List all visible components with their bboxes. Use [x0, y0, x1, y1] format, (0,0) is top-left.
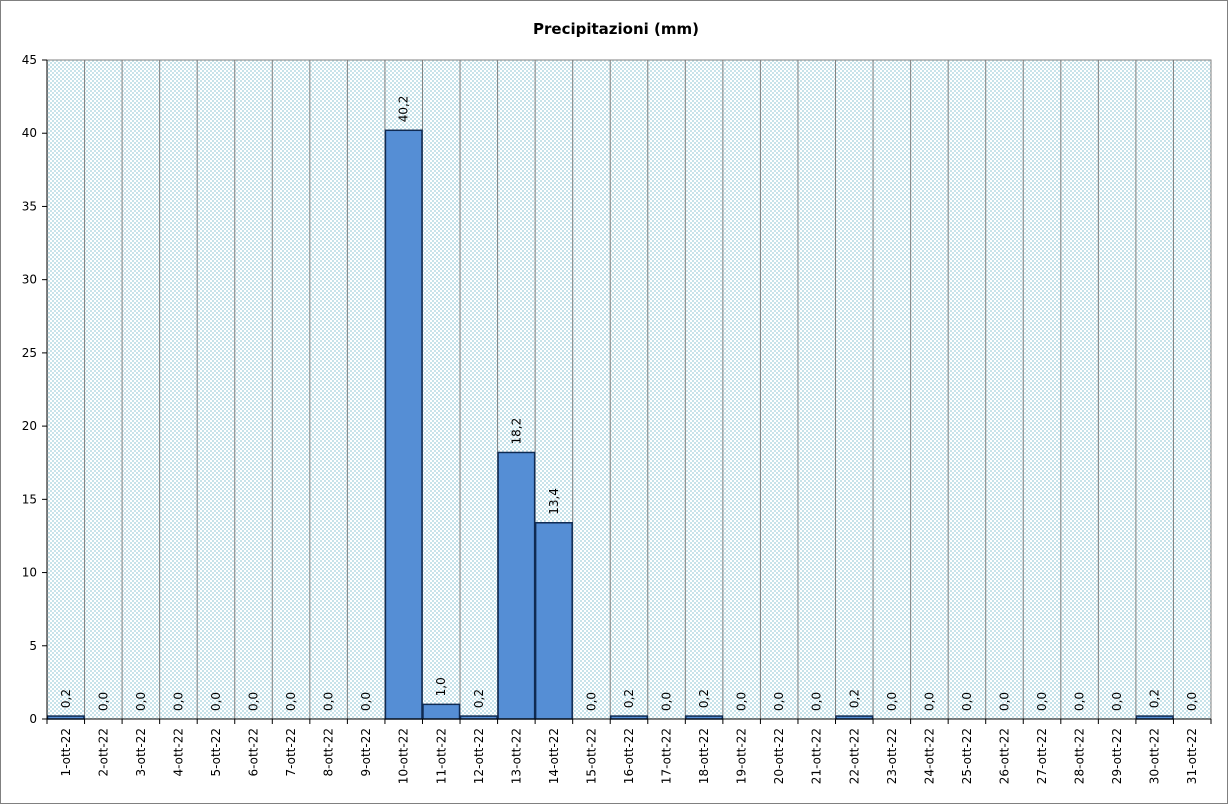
data-label: 0,0	[1035, 692, 1049, 711]
bar	[422, 703, 461, 720]
x-tick-label: 20-ott-22	[772, 728, 786, 784]
data-label: 0,0	[171, 692, 185, 711]
grid-lines	[84, 60, 1174, 719]
x-tick-label: 1-ott-22	[59, 728, 73, 777]
x-tick-label: 11-ott-22	[434, 728, 448, 784]
data-label: 0,0	[922, 692, 936, 711]
x-tick-label: 6-ott-22	[247, 728, 261, 777]
x-tick-label: 29-ott-22	[1110, 728, 1124, 784]
x-tick-label: 2-ott-22	[96, 728, 110, 777]
x-tick-label: 23-ott-22	[885, 728, 899, 784]
data-label: 0,0	[134, 692, 148, 711]
x-tick-label: 12-ott-22	[472, 728, 486, 784]
labels: 0,2 0,0 0,0 0,0 0,0 0,0 0,0 0,0 0,0 40,2 1,0 0,2 18,…	[22, 53, 1200, 784]
data-label: 0,0	[735, 692, 749, 711]
data-label: 0,2	[472, 689, 486, 708]
x-tick-label: 28-ott-22	[1073, 728, 1087, 784]
x-tick-label: 10-ott-22	[397, 728, 411, 784]
data-label: 0,2	[697, 689, 711, 708]
y-tick-label: 10	[22, 566, 37, 580]
axes	[42, 59, 1212, 724]
bar	[384, 129, 423, 720]
data-label: 18,2	[509, 418, 523, 445]
y-tick-label: 35	[22, 199, 37, 213]
chart-title: Precipitazioni (mm)	[533, 20, 699, 38]
data-label: 0,0	[1185, 692, 1199, 711]
x-tick-label: 13-ott-22	[509, 728, 523, 784]
y-tick-label: 40	[22, 126, 37, 140]
data-label: 0,0	[322, 692, 336, 711]
data-label: 0,2	[622, 689, 636, 708]
data-label: 0,0	[247, 692, 261, 711]
x-tick-label: 15-ott-22	[584, 728, 598, 784]
x-tick-label: 16-ott-22	[622, 728, 636, 784]
data-label: 0,0	[209, 692, 223, 711]
y-tick-label: 25	[22, 346, 37, 360]
y-tick-label: 20	[22, 419, 37, 433]
x-tick-label: 7-ott-22	[284, 728, 298, 777]
data-label: 0,0	[1110, 692, 1124, 711]
data-label: 0,0	[584, 692, 598, 711]
x-tick-label: 18-ott-22	[697, 728, 711, 784]
data-label: 0,2	[1148, 689, 1162, 708]
x-tick-label: 14-ott-22	[547, 728, 561, 784]
x-tick-label: 4-ott-22	[171, 728, 185, 777]
data-label: 0,0	[810, 692, 824, 711]
x-tick-label: 21-ott-22	[810, 728, 824, 784]
bar	[534, 522, 573, 720]
data-label: 0,0	[997, 692, 1011, 711]
x-tick-label: 3-ott-22	[134, 728, 148, 777]
data-label: 0,0	[284, 692, 298, 711]
x-tick-label: 9-ott-22	[359, 728, 373, 777]
data-label: 0,2	[59, 689, 73, 708]
x-tick-label: 26-ott-22	[997, 728, 1011, 784]
x-tick-label: 8-ott-22	[322, 728, 336, 777]
data-label: 0,2	[847, 689, 861, 708]
x-tick-label: 31-ott-22	[1185, 728, 1199, 784]
x-tick-label: 25-ott-22	[960, 728, 974, 784]
x-tick-label: 24-ott-22	[922, 728, 936, 784]
y-tick-label: 0	[29, 712, 37, 726]
data-label: 0,0	[1073, 692, 1087, 711]
bar	[497, 451, 536, 720]
x-tick-label: 22-ott-22	[847, 728, 861, 784]
x-tick-label: 30-ott-22	[1148, 728, 1162, 784]
x-tick-label: 5-ott-22	[209, 728, 223, 777]
data-label: 1,0	[434, 677, 448, 696]
data-label: 40,2	[397, 96, 411, 123]
bars	[46, 129, 1174, 720]
plot-area	[47, 60, 1211, 719]
y-tick-label: 30	[22, 273, 37, 287]
y-tick-label: 15	[22, 492, 37, 506]
data-label: 0,0	[96, 692, 110, 711]
data-label: 0,0	[359, 692, 373, 711]
data-label: 0,0	[772, 692, 786, 711]
x-tick-label: 19-ott-22	[735, 728, 749, 784]
y-tick-label: 45	[22, 53, 37, 67]
y-tick-label: 5	[29, 639, 37, 653]
data-label: 0,0	[660, 692, 674, 711]
x-tick-label: 27-ott-22	[1035, 728, 1049, 784]
data-label: 0,0	[960, 692, 974, 711]
data-label: 13,4	[547, 488, 561, 515]
x-tick-label: 17-ott-22	[660, 728, 674, 784]
data-label: 0,0	[885, 692, 899, 711]
